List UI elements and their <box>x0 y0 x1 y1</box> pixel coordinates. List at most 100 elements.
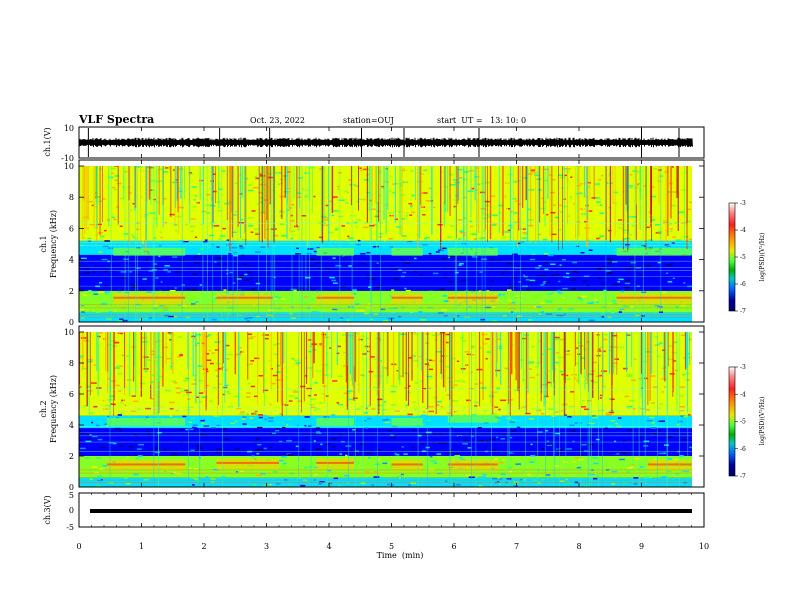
spectral-speckle <box>595 438 600 441</box>
spectral-speckle <box>511 419 517 422</box>
spectral-speckle <box>331 445 336 448</box>
spectral-speckle <box>373 471 378 473</box>
spectral-speckle <box>169 213 175 216</box>
spectral-speckle <box>396 226 401 228</box>
spectral-speckle <box>428 231 433 234</box>
spectral-speckle <box>282 312 287 314</box>
spectral-speckle <box>581 332 585 333</box>
spectral-speckle <box>511 429 516 432</box>
spectral-speckle <box>445 480 448 483</box>
spectral-speckle <box>593 337 598 339</box>
spectral-speckle <box>294 397 299 399</box>
spectral-speckle <box>686 242 692 245</box>
spectral-speckle <box>560 178 563 181</box>
spectral-speckle <box>527 362 534 365</box>
spectral-speckle <box>673 480 679 483</box>
spectral-speckle <box>614 440 617 443</box>
spectral-speckle <box>398 476 402 479</box>
spectral-speckle <box>280 223 285 225</box>
spectral-speckle <box>149 317 152 319</box>
spectral-speckle <box>304 375 308 377</box>
spectral-speckle <box>274 332 277 334</box>
spectral-speckle <box>569 405 575 408</box>
spectral-speckle <box>93 405 98 408</box>
spectral-speckle <box>669 373 675 375</box>
spectral-speckle <box>551 409 554 412</box>
spectral-speckle <box>325 443 331 445</box>
spectral-speckle <box>331 214 335 217</box>
spectral-speckle <box>253 412 257 414</box>
spectral-speckle <box>262 484 266 486</box>
spectral-speckle <box>224 391 230 393</box>
spectral-speckle <box>195 480 201 482</box>
spectral-speckle <box>511 230 514 233</box>
spectral-speckle <box>527 173 533 175</box>
spectral-speckle <box>592 434 596 436</box>
spectral-speckle <box>592 416 598 419</box>
spectral-speckle <box>427 364 431 367</box>
spectral-speckle <box>687 208 692 211</box>
spectral-speckle <box>538 313 541 316</box>
spectral-speckle <box>110 380 116 382</box>
spectral-speckle <box>627 467 632 469</box>
spectral-speckle <box>657 231 663 233</box>
ch3-ytick-neg5: -5 <box>66 523 74 532</box>
spectral-speckle <box>103 229 107 232</box>
spectral-speckle <box>89 478 94 481</box>
spectral-speckle <box>530 170 536 173</box>
spectral-speckle <box>513 485 519 487</box>
spectral-speckle <box>568 308 574 310</box>
spectral-speckle <box>332 380 338 382</box>
spectral-speckle <box>389 175 393 178</box>
spectral-speckle <box>488 288 494 291</box>
spectral-speckle <box>583 280 587 282</box>
spectral-speckle <box>113 403 116 406</box>
spectral-speckle <box>148 242 151 244</box>
spectral-speckle <box>306 229 311 232</box>
spectral-speckle <box>114 341 119 344</box>
spectral-speckle <box>494 280 499 283</box>
spectral-speckle <box>190 417 196 420</box>
spectral-speckle <box>656 420 661 423</box>
spectral-speckle <box>184 229 191 232</box>
spectral-speckle <box>162 377 168 380</box>
spectral-speckle <box>638 274 642 276</box>
spectral-speckle <box>235 420 238 423</box>
spectral-speckle <box>173 169 176 171</box>
spectral-speckle <box>501 434 505 437</box>
spectral-speckle <box>566 259 571 262</box>
spectral-speckle <box>162 171 169 173</box>
spectral-speckle <box>494 458 499 460</box>
spectral-speckle <box>601 283 607 285</box>
spectral-speckle <box>683 282 686 284</box>
spectral-speckle <box>118 390 122 392</box>
spectral-speckle <box>209 362 214 365</box>
spectral-speckle <box>407 357 413 359</box>
spectral-speckle <box>309 258 315 261</box>
spectral-speckle <box>336 401 340 404</box>
spectral-speckle <box>238 222 245 224</box>
spectral-speckle <box>356 219 361 221</box>
spectral-speckle <box>314 434 319 437</box>
spectral-speckle <box>337 403 343 406</box>
spectral-speckle <box>367 456 371 459</box>
hiss-core-low <box>391 463 423 466</box>
spectral-speckle <box>547 348 552 350</box>
spectral-speckle <box>212 386 217 389</box>
spectral-speckle <box>548 408 554 410</box>
spectral-speckle <box>240 218 243 221</box>
spectral-speckle <box>397 435 401 438</box>
spectral-speckle <box>345 222 350 224</box>
spectral-speckle <box>192 415 198 418</box>
spectral-speckle <box>605 413 612 416</box>
spectral-speckle <box>225 344 230 347</box>
spectral-speckle <box>458 238 462 240</box>
spectral-speckle <box>101 175 105 177</box>
spectral-speckle <box>562 287 568 290</box>
spectral-speckle <box>275 307 282 310</box>
spectral-speckle <box>272 374 278 377</box>
spectral-speckle <box>332 308 338 311</box>
spectral-speckle <box>601 312 606 315</box>
spectral-speckle <box>515 296 518 299</box>
